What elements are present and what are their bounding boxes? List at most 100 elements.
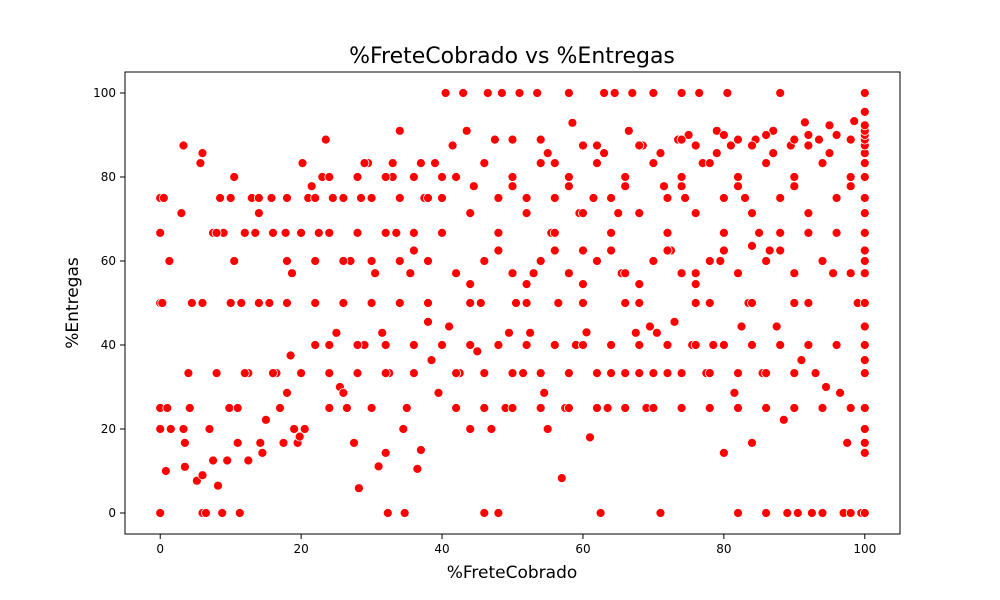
data-point [676,268,687,279]
data-point [810,368,821,379]
x-axis-label: %FreteCobrado [447,563,578,583]
data-point [197,298,208,308]
data-point [535,403,546,413]
data-point [493,508,504,518]
data-point [255,437,266,448]
data-point [253,193,264,203]
data-point [324,340,335,350]
data-point [775,227,786,238]
data-point [662,340,673,350]
data-point [620,298,631,308]
data-point [504,327,514,338]
data-point [761,158,771,169]
data-point [338,387,349,398]
data-point [803,298,814,308]
data-point [489,134,500,145]
data-point [859,227,870,238]
data-point [578,140,588,151]
data-point [366,193,377,203]
data-point [606,227,616,238]
data-point [394,125,405,136]
data-point [165,424,176,434]
x-tick-label: 60 [575,542,590,556]
data-point [648,368,659,379]
data-point [217,508,228,518]
data-point [496,88,507,98]
data-point [183,368,194,379]
data-point [789,268,800,279]
data-point [382,508,393,518]
x-tick-label: 100 [853,542,876,556]
data-point [859,403,870,413]
data-point [761,508,771,518]
data-point [648,403,659,413]
data-point [458,88,469,98]
data-point [676,403,687,413]
data-point [761,368,771,379]
data-point [353,483,364,494]
data-point [380,447,391,458]
data-point [803,208,814,219]
data-point [859,245,870,256]
data-point [669,316,680,327]
data-point [817,158,828,169]
data-point [380,368,391,379]
data-point [423,316,433,327]
data-point [408,245,419,256]
data-point [690,140,701,151]
data-point [789,172,800,182]
data-point [297,158,308,169]
data-point [719,227,729,238]
data-point [807,508,817,518]
data-point [606,193,616,203]
data-point [225,298,236,308]
data-point [493,245,504,256]
data-point [627,88,638,98]
data-point [859,208,870,219]
data-point [399,508,410,518]
data-point [831,130,842,140]
data-point [648,158,659,169]
data-point [465,340,476,350]
data-point [859,321,870,332]
data-point [268,227,278,238]
data-point [296,368,307,379]
data-point [704,298,715,308]
data-point [609,88,620,98]
data-point [352,172,363,182]
data-point [775,340,786,350]
data-point [294,431,305,442]
data-point [754,227,764,238]
data-point [324,172,335,182]
data-point [408,227,419,238]
y-tick-label: 40 [101,338,116,352]
data-point [324,403,335,413]
data-point [733,268,743,279]
data-point [789,181,800,192]
y-axis-ticks: 0 20 40 60 80 100 [93,86,125,520]
data-point [461,125,472,136]
data-point [824,120,835,131]
data-point [437,227,447,238]
data-point [475,298,486,308]
data-point [535,256,546,266]
data-point [662,227,673,238]
data-point [564,88,574,98]
data-point [521,340,532,350]
y-tick-label: 100 [93,86,116,100]
data-point [648,88,659,98]
y-axis-label: %Entregas [63,257,83,349]
data-point [549,193,560,203]
data-point [338,256,349,266]
data-point [578,298,588,308]
data-point [630,327,641,338]
data-point [733,172,743,182]
data-point [465,424,476,434]
data-point [690,279,701,290]
data-point [704,368,715,379]
data-point [394,193,405,203]
data-point [525,327,535,338]
data-point [859,172,870,182]
data-point [208,455,219,466]
data-point [620,181,631,192]
